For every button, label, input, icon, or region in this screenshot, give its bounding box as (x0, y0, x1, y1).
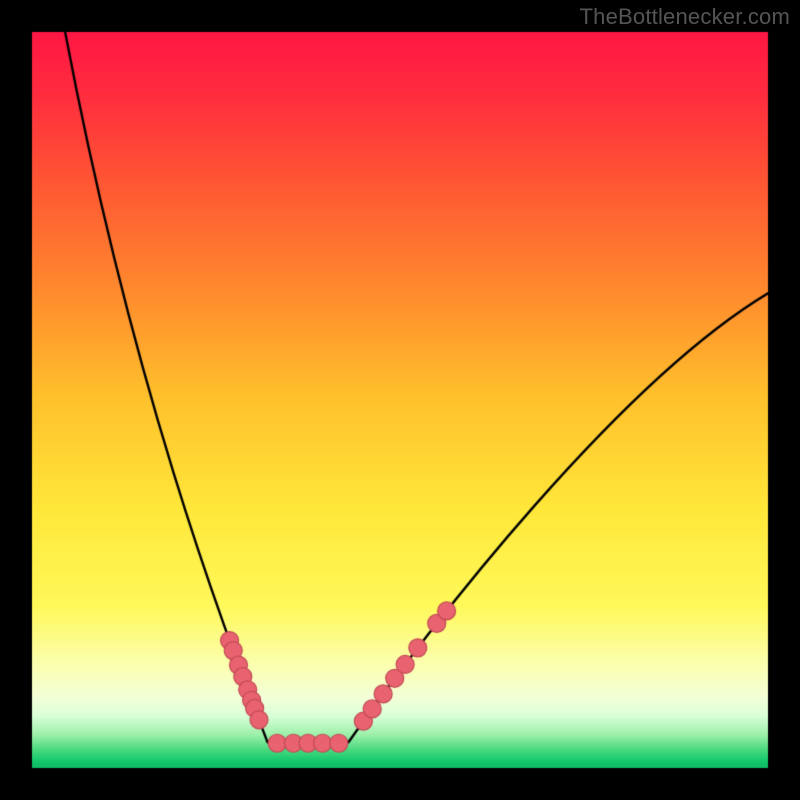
bottleneck-chart-canvas (0, 0, 800, 800)
chart-container: TheBottlenecker.com (0, 0, 800, 800)
watermark: TheBottlenecker.com (580, 4, 790, 30)
